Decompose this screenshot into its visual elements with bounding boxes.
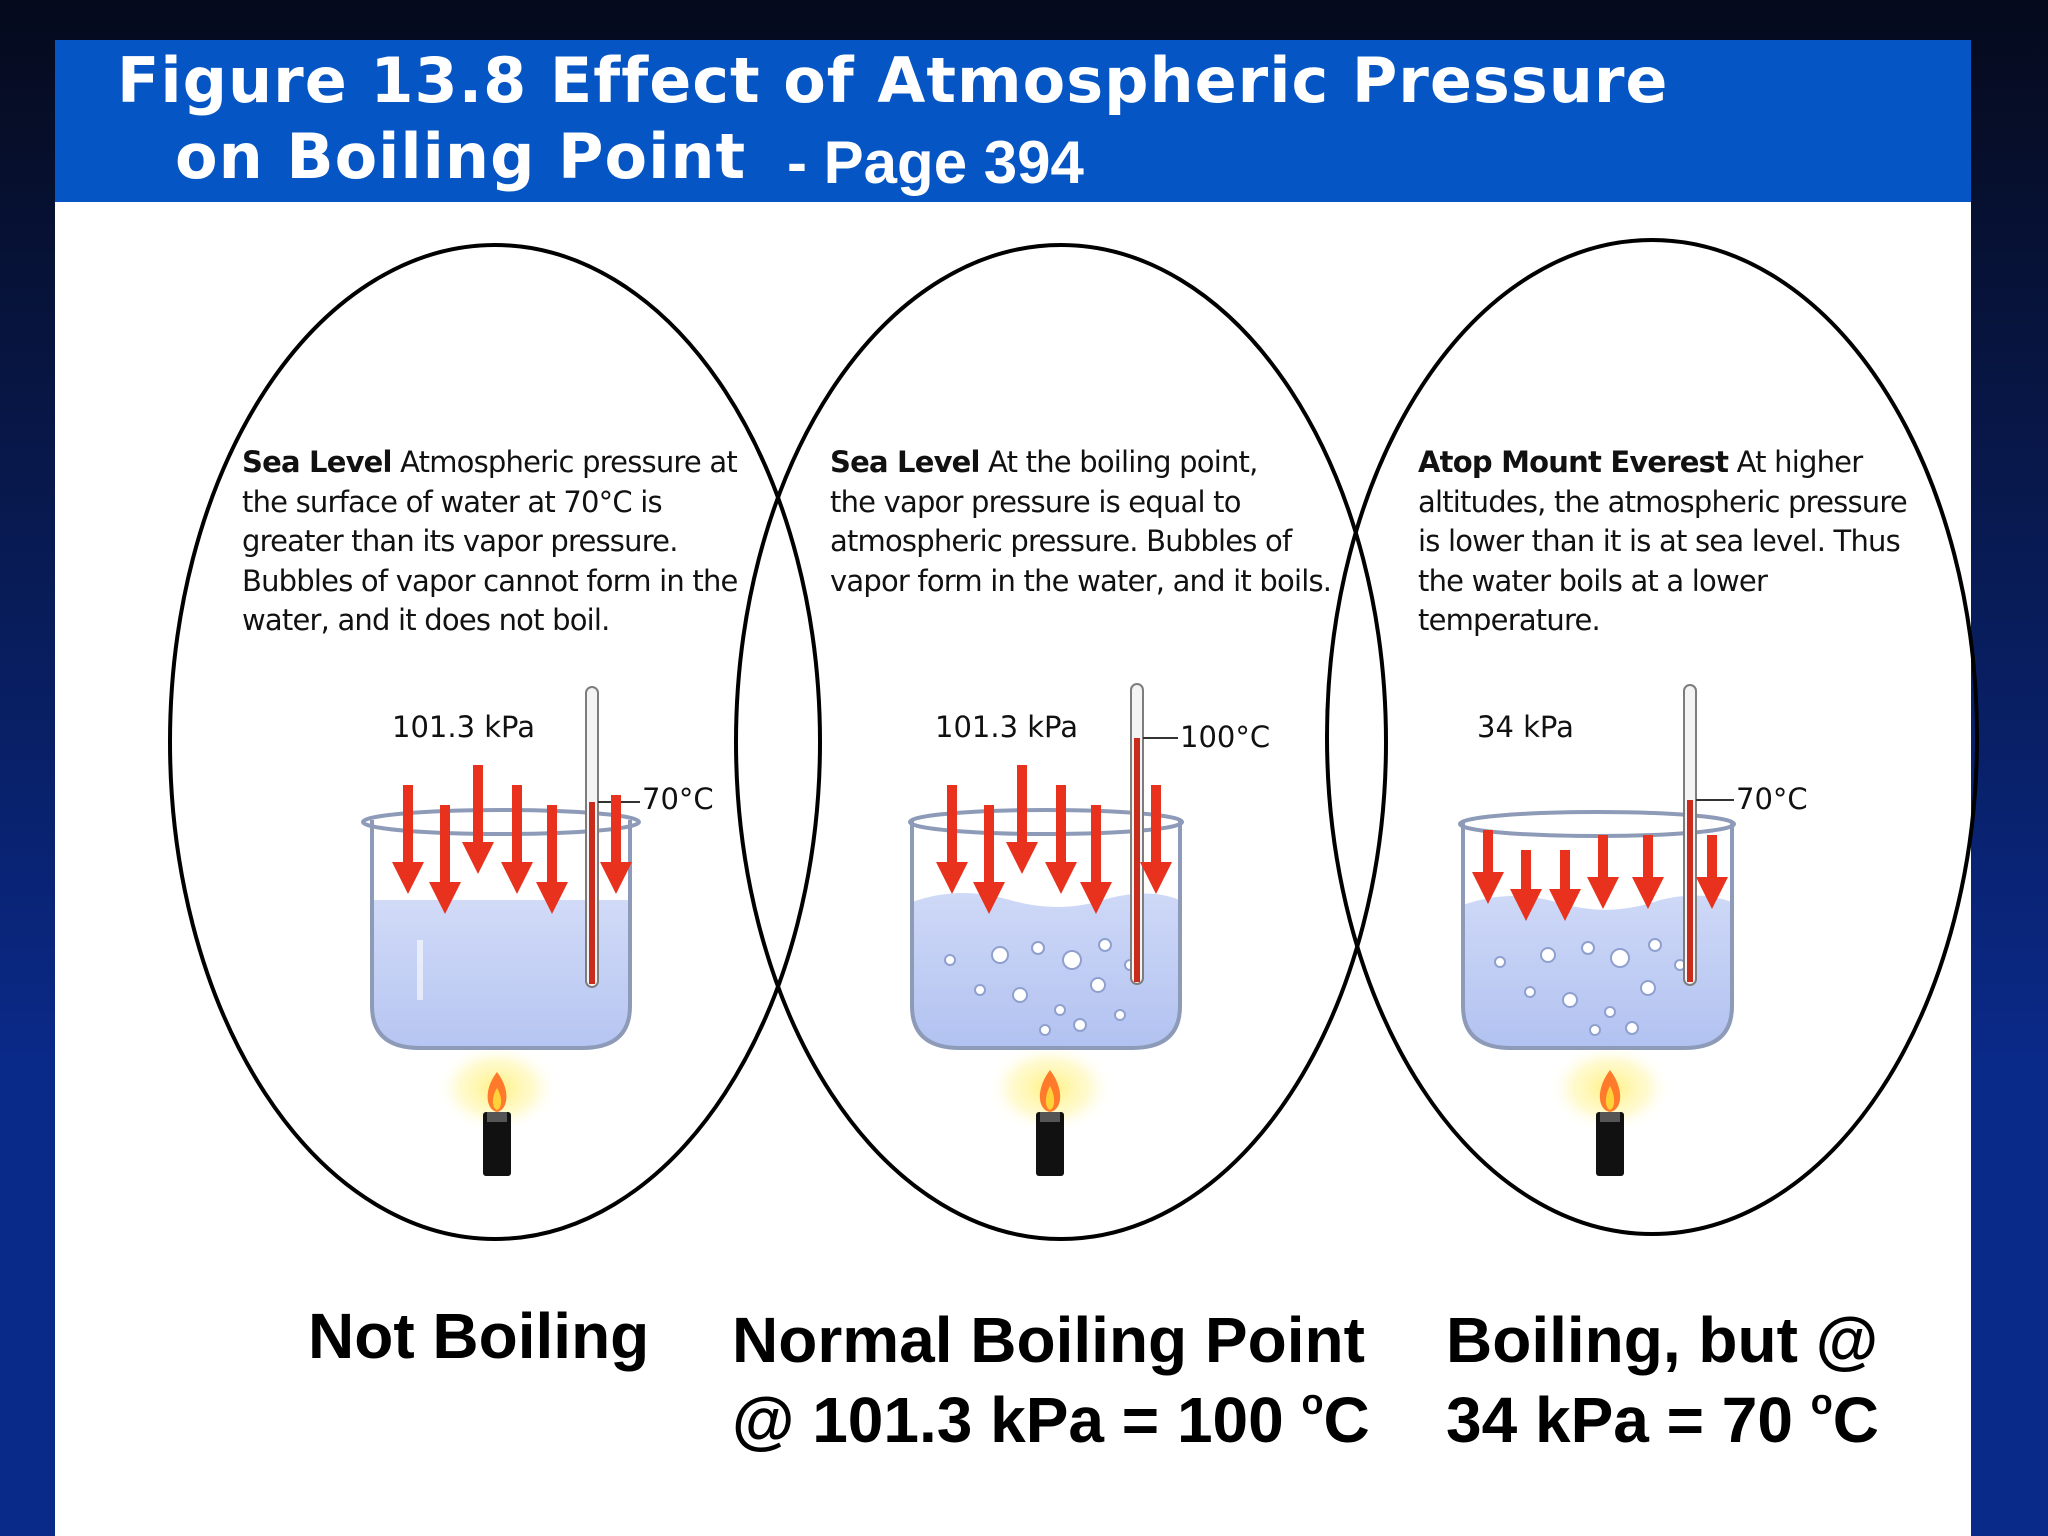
panel3-desc-line: the water boils at a lower: [1418, 563, 1768, 598]
panel2-desc-line: the vapor pressure is equal to: [830, 484, 1242, 519]
vapor-bubbles: [1494, 938, 1686, 1036]
thermometer: [1130, 683, 1178, 985]
caption-normal-boiling: Normal Boiling Point @ 101.3 kPa = 100 o…: [732, 1300, 1370, 1460]
caption-boiling-line1: Boiling, but @: [1446, 1304, 1879, 1376]
slide: Figure 13.8 Effect of Atmospheric Pressu…: [55, 40, 1971, 1536]
figure-title-line1: Figure 13.8 Effect of Atmospheric Pressu…: [117, 44, 1669, 117]
pressure-arrows: [936, 765, 1173, 914]
degree-superscript: o: [1810, 1381, 1833, 1422]
page-reference: - Page 394: [787, 129, 1084, 196]
panel1-desc-line: greater than its vapor pressure.: [242, 524, 678, 558]
panel1-description: Sea Level Atmospheric pressure at the su…: [242, 443, 762, 641]
panel-not-boiling: [168, 243, 822, 1241]
panel2-temperature-label: 100°C: [1180, 720, 1271, 754]
burner-icon: [483, 1112, 511, 1176]
panel2-description: Sea Level At the boiling point, the vapo…: [830, 443, 1350, 601]
panel3-temperature-label: 70°C: [1736, 782, 1808, 816]
figure-title-line2: on Boiling Point: [175, 120, 747, 193]
panel-normal-boiling: [734, 243, 1388, 1241]
panel2-heading: Sea Level: [830, 445, 980, 479]
vapor-bubbles: [944, 938, 1136, 1036]
caption-normal-line2: @ 101.3 kPa = 100: [732, 1384, 1302, 1456]
flame-icon: [1039, 1070, 1061, 1112]
panel1-pressure-label: 101.3 kPa: [392, 710, 535, 744]
title-banner: Figure 13.8 Effect of Atmospheric Pressu…: [55, 40, 1971, 202]
thermometer: [585, 686, 640, 988]
panel-outline: [1325, 238, 1979, 1236]
panel3-desc-line: At higher: [1736, 445, 1864, 479]
panel3-pressure-label: 34 kPa: [1477, 710, 1574, 744]
panel-outline: [168, 243, 822, 1241]
pressure-arrows: [392, 765, 633, 914]
panel-everest-boiling: [1325, 238, 1979, 1236]
caption-boiling-line2: 34 kPa = 70: [1446, 1384, 1811, 1456]
beaker: [908, 808, 1184, 1050]
flame-icon: [487, 1072, 507, 1112]
caption-normal-line1: Normal Boiling Point: [732, 1304, 1365, 1376]
panel3-desc-line: temperature.: [1418, 603, 1601, 637]
panel1-desc-line: Atmospheric pressure at: [400, 445, 738, 479]
panel-outline: [734, 243, 1388, 1241]
panel1-heading: Sea Level: [242, 445, 392, 479]
degree-superscript: o: [1301, 1381, 1324, 1422]
panel2-desc-line: atmospheric pressure. Bubbles of: [830, 524, 1292, 558]
beaker: [1458, 810, 1736, 1050]
panel1-desc-line: Bubbles of vapor cannot form in the: [242, 563, 738, 598]
burner-icon: [1036, 1112, 1064, 1176]
panel1-desc-line: water, and it does not boil.: [242, 603, 610, 637]
panel1-temperature-label: 70°C: [642, 782, 714, 816]
unit-celsius: C: [1323, 1384, 1370, 1456]
thermometer: [1683, 684, 1734, 986]
pressure-arrows: [1472, 830, 1729, 921]
caption-everest-boiling: Boiling, but @ 34 kPa = 70 oC: [1446, 1300, 1879, 1460]
panel3-desc-line: is lower than it is at sea level. Thus: [1418, 524, 1901, 558]
burner-icon: [1596, 1112, 1624, 1176]
panel1-desc-line: the surface of water at 70°C is: [242, 484, 663, 519]
panel2-desc-line: vapor form in the water, and it boils.: [830, 563, 1332, 598]
panel3-heading: Atop Mount Everest: [1418, 445, 1729, 479]
unit-celsius: C: [1832, 1384, 1879, 1456]
panel3-desc-line: altitudes, the atmospheric pressure: [1418, 484, 1908, 519]
flame-icon: [1599, 1070, 1621, 1112]
panel3-description: Atop Mount Everest At higher altitudes, …: [1418, 443, 1938, 641]
panel2-desc-line: At the boiling point,: [988, 445, 1258, 479]
beaker: [361, 808, 641, 1050]
caption-not-boiling: Not Boiling: [308, 1300, 650, 1372]
panel2-pressure-label: 101.3 kPa: [935, 710, 1078, 744]
